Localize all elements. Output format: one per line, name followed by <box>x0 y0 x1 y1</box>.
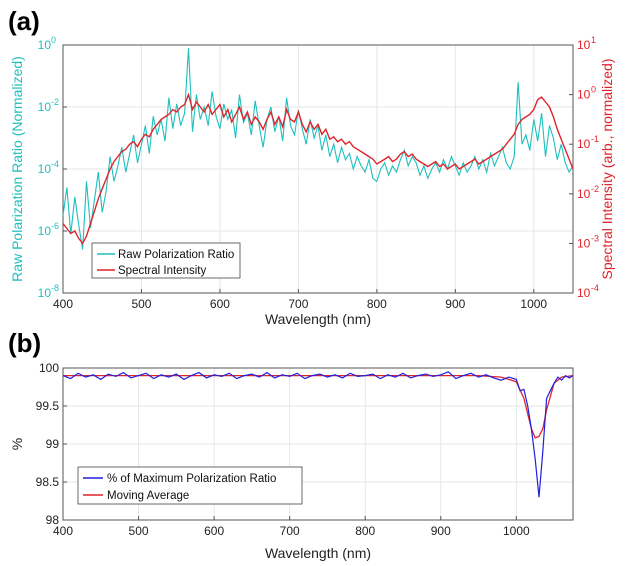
panel-a-y-axis-label-left: Raw Polarization Ratio (Normalized) <box>9 56 25 282</box>
panel-a-y-tick-exponent-right: -3 <box>591 233 599 243</box>
panel-b-y-tick-label: 98 <box>46 513 60 527</box>
panel-a-legend: Raw Polarization Ratio Spectral Intensit… <box>91 242 241 279</box>
panel-a-x-tick-label: 700 <box>288 297 308 311</box>
panel-b-y-tick-label: 100 <box>39 361 59 375</box>
panel-a-x-axis-label: Wavelength (nm) <box>265 311 371 327</box>
panel-a-y-tick-label-left: 10 <box>38 286 52 300</box>
panel-a-x-ticks: 400 500 600 700 800 900 1000 <box>53 289 547 311</box>
panel-b-y-axis-label: % <box>9 438 25 450</box>
panel-a-legend-box <box>91 242 241 279</box>
panel-b-x-ticks: 400 500 600 700 800 900 1000 <box>53 516 530 538</box>
panel-b-legend-box <box>77 466 303 505</box>
panel-a-y-tick-label-left: 10 <box>38 224 52 238</box>
panel-b-y-tick-label: 99.5 <box>36 399 60 413</box>
panel-a-x-tick-label: 900 <box>445 297 465 311</box>
panel-a-y-tick-label-right: 10 <box>577 38 591 52</box>
panel-a-y-tick-label-right: 10 <box>577 286 591 300</box>
panel-a-y-tick-label-left: 10 <box>38 38 52 52</box>
panel-a-y-tick-label-left: 10 <box>38 100 52 114</box>
panel-a-y-tick-exponent-right: -1 <box>591 134 599 144</box>
panel-a-y-tick-exponent-right: 0 <box>591 85 596 95</box>
panel-a-series-spectral-intensity <box>62 92 574 245</box>
panel-b-x-tick-label: 400 <box>53 524 73 538</box>
panel-a-y-tick-exponent-left: -4 <box>51 159 59 169</box>
panel-b-y-ticks: 98 98.5 99 99.5 100 <box>36 361 67 527</box>
panel-b-y-tick-label: 98.5 <box>36 475 60 489</box>
panel-a-x-tick-label: 500 <box>131 297 151 311</box>
panel-a-x-tick-label: 1000 <box>520 297 547 311</box>
panel-a-y-tick-exponent-left: -2 <box>51 97 59 107</box>
panel-a-legend-label-raw: Raw Polarization Ratio <box>118 249 234 261</box>
panel-b-legend: % of Maximum Polarization Ratio Moving A… <box>77 466 303 505</box>
panel-a-y-tick-exponent-left: -6 <box>51 221 59 231</box>
panel-a-y-tick-label-right: 10 <box>577 137 591 151</box>
panel-a-x-tick-label: 400 <box>53 297 73 311</box>
panel-a-y-tick-label-left: 10 <box>38 162 52 176</box>
panel-a-series-raw-polarization-ratio <box>62 48 574 250</box>
panel-b-legend-label-moving-average: Moving Average <box>107 490 189 502</box>
panel-b-x-axis-label: Wavelength (nm) <box>265 545 371 561</box>
panel-b-x-tick-label: 600 <box>204 524 224 538</box>
panel-a-y-tick-label-right: 10 <box>577 187 591 201</box>
panel-b-legend-label-percent: % of Maximum Polarization Ratio <box>107 473 276 485</box>
panel-b-x-tick-label: 800 <box>355 524 375 538</box>
panel-a-x-tick-label: 600 <box>210 297 230 311</box>
panel-b-series-moving-average <box>63 374 574 439</box>
panel-a-label: (a) <box>8 6 40 36</box>
panel-b-series-percent-max-polarization <box>62 371 574 498</box>
panel-b-x-tick-label: 900 <box>431 524 451 538</box>
panel-a-x-tick-label: 800 <box>367 297 387 311</box>
panel-b-y-tick-label: 99 <box>46 437 60 451</box>
panel-a-y-axis-label-right: Spectral Intensity (arb., normalized) <box>599 59 615 280</box>
panel-a-y-tick-exponent-left: 0 <box>51 35 56 45</box>
panel-b-x-tick-label: 500 <box>129 524 149 538</box>
panel-b-x-tick-label: 700 <box>280 524 300 538</box>
panel-b-x-tick-label: 1000 <box>503 524 530 538</box>
panel-a-y-tick-label-right: 10 <box>577 88 591 102</box>
panel-a-y-tick-exponent-right: -2 <box>591 184 599 194</box>
panel-a-legend-label-spectral: Spectral Intensity <box>118 265 206 277</box>
panel-a-y-tick-exponent-left: -8 <box>51 283 59 293</box>
panel-a-y-tick-exponent-right: 1 <box>591 35 596 45</box>
panel-a-y-tick-exponent-right: -4 <box>591 283 599 293</box>
panel-a-y-tick-label-right: 10 <box>577 236 591 250</box>
panel-b-label: (b) <box>8 328 41 358</box>
